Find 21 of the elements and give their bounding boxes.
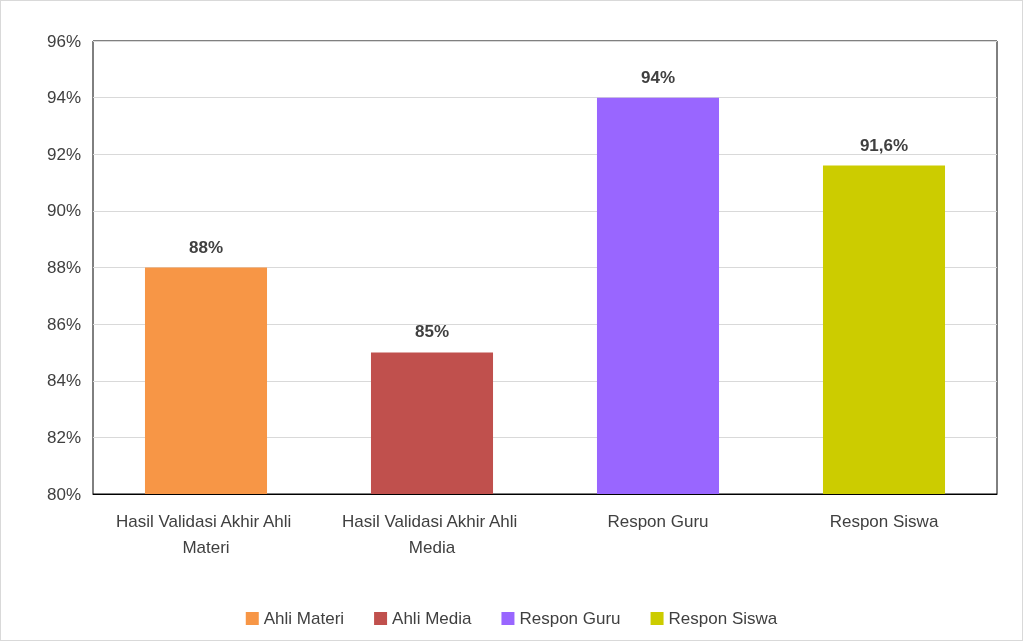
y-tick-label: 90%	[46, 201, 81, 221]
legend-label: Respon Siswa	[668, 609, 778, 628]
y-tick-label: 92%	[46, 144, 81, 164]
y-tick-label: 88%	[46, 258, 81, 277]
x-tick-label: Hasil Validasi Akhir Ahli Materi	[115, 511, 297, 557]
x-tick-label: Hasil Validasi Akhir Ahli Media	[341, 511, 523, 557]
data-label: 85%	[414, 322, 450, 342]
y-tick-label: 80%	[46, 484, 81, 504]
x-tick-label: Respon Siswa	[829, 511, 939, 531]
data-label: 94%	[640, 67, 676, 87]
y-tick-label: 82%	[46, 427, 81, 447]
legend-label: Ahli Media	[392, 609, 472, 628]
legend-label: Respon Guru	[519, 609, 621, 628]
y-tick-label: 86%	[46, 314, 81, 334]
y-tick-label: 84%	[46, 371, 81, 391]
legend-label: Ahli Materi	[263, 609, 345, 628]
data-label: 91,6%	[859, 135, 909, 155]
y-tick-label: 96%	[46, 31, 81, 51]
x-tick-label: Respon Guru	[607, 511, 709, 531]
y-tick-label: 94%	[46, 88, 81, 108]
data-label: 88%	[188, 237, 224, 257]
